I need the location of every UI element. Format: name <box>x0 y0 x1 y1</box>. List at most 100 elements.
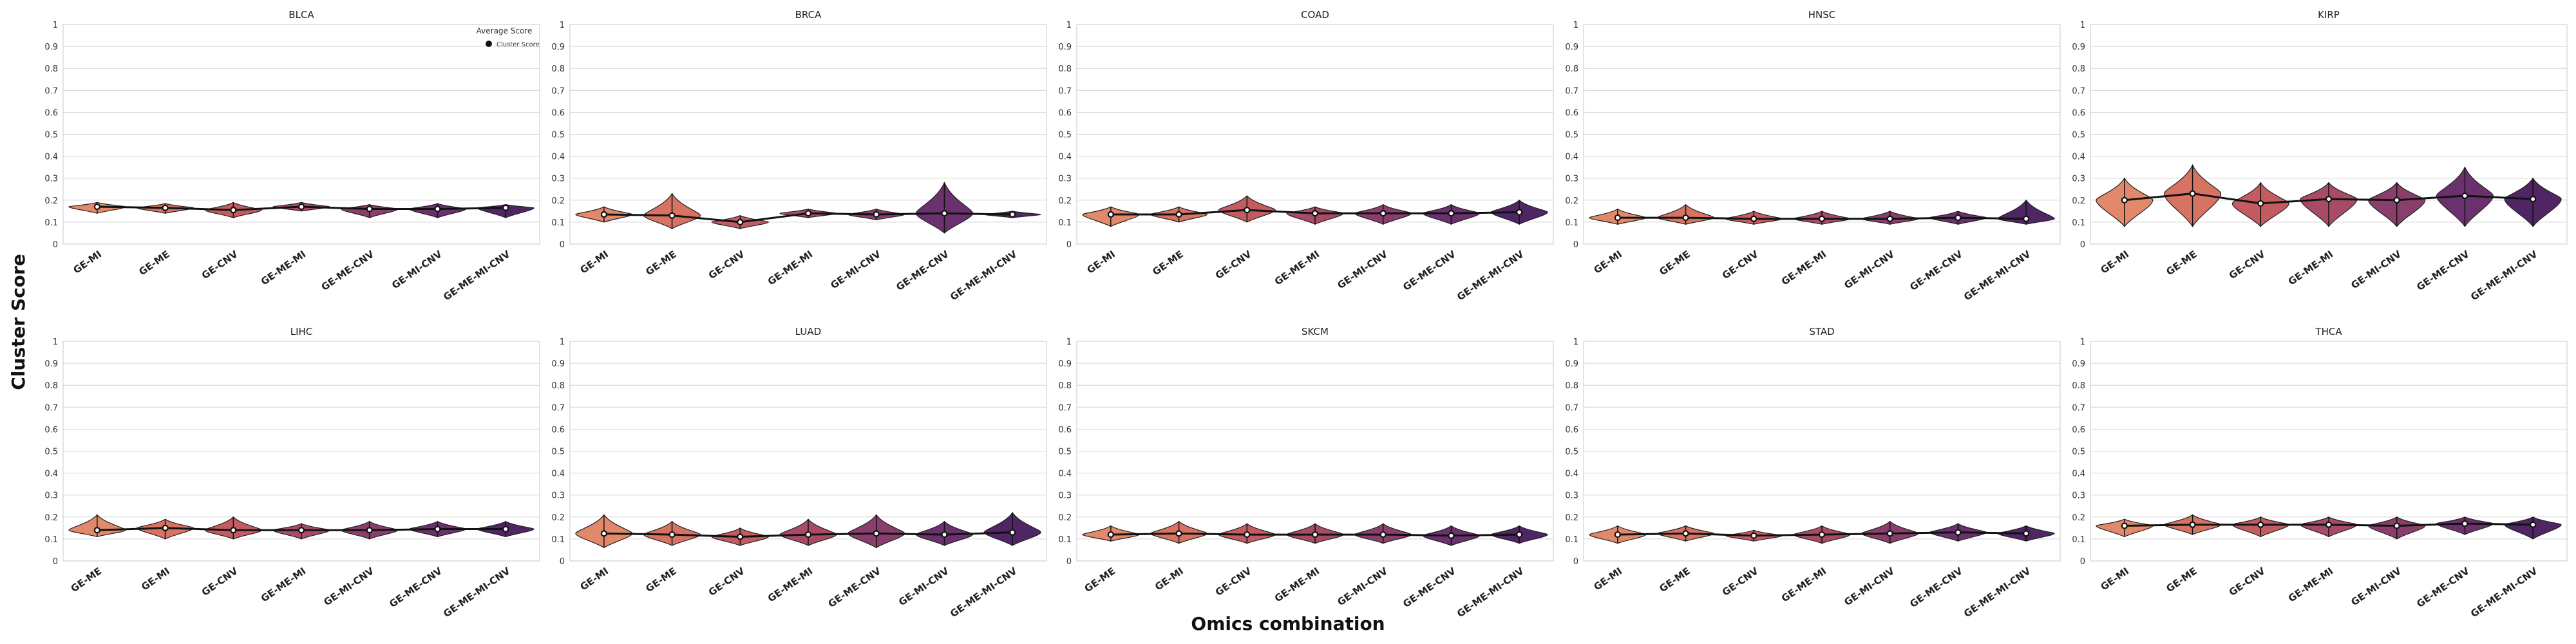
y-tick-label: 0.4 <box>1058 469 1072 479</box>
x-tick-label: GE-ME-MI <box>259 565 308 605</box>
y-tick-label: 0.6 <box>1565 108 1578 118</box>
y-tick-label: 0.7 <box>44 403 58 413</box>
mean-point <box>1244 531 1251 538</box>
x-tick-label: GE-ME-MI-CNV <box>1455 248 1526 303</box>
x-tick-label: GE-CNV <box>200 248 240 281</box>
y-tick-label: 0.8 <box>1058 64 1072 74</box>
y-tick-label: 0 <box>1066 557 1072 567</box>
x-tick-label: GE-ME <box>1083 565 1118 595</box>
figure-ylabel: Cluster Score <box>8 254 29 390</box>
y-tick-label: 0 <box>560 240 565 250</box>
y-tick-label: 0.9 <box>1565 43 1578 52</box>
mean-point <box>1682 530 1689 537</box>
legend-title: Average Score <box>477 26 533 35</box>
x-tick-label: GE-CNV <box>1720 248 1761 281</box>
x-tick-label: GE-ME-CNV <box>1908 565 1965 610</box>
y-tick-label: 0.3 <box>2072 491 2085 501</box>
y-tick-label: 0.8 <box>1565 64 1578 74</box>
y-tick-label: 0.4 <box>2072 469 2085 479</box>
x-tick-label: GE-CNV <box>706 248 747 281</box>
y-tick-label: 0.3 <box>1058 491 1072 501</box>
y-tick-label: 0.7 <box>44 86 58 96</box>
x-tick-label: GE-MI-CNV <box>2349 248 2403 291</box>
y-tick-label: 1 <box>1066 21 1072 30</box>
mean-point <box>298 527 305 534</box>
y-tick-label: 0.9 <box>2072 43 2085 52</box>
subplot-kirp: 0 0.1 0.2 0.3 0.4 0.5 0.6 0.7 0.8 0.9 1 KIRP GE-MI GE… <box>2072 9 2568 303</box>
y-tick-label: 0.8 <box>1565 381 1578 391</box>
mean-point <box>737 218 744 225</box>
y-tick-label: 0.4 <box>2072 153 2085 162</box>
y-tick-label: 0.4 <box>44 469 58 479</box>
subplot-title: KIRP <box>2318 9 2340 21</box>
mean-point <box>1516 531 1523 538</box>
mean-point <box>873 530 880 537</box>
y-tick-label: 1 <box>53 337 58 347</box>
subplot-title: HNSC <box>1808 9 1836 21</box>
y-tick-label: 0.2 <box>1058 196 1072 206</box>
x-tick-label: GE-ME-CNV <box>2414 248 2472 293</box>
legend-entry: Cluster Score <box>497 41 540 48</box>
y-tick-label: 0 <box>560 557 565 567</box>
x-tick-label: GE-CNV <box>1213 565 1254 598</box>
mean-point <box>2121 196 2128 204</box>
y-tick-label: 0.6 <box>551 425 565 435</box>
y-tick-label: 0.5 <box>1565 448 1578 457</box>
mean-point <box>1009 211 1016 218</box>
y-tick-label: 0.4 <box>1565 153 1578 162</box>
axes-frame <box>1076 341 1554 562</box>
y-tick-label: 0.3 <box>2072 175 2085 184</box>
y-tick-label: 0 <box>1573 240 1578 250</box>
y-tick-label: 0.3 <box>1058 175 1072 184</box>
subplot-luad: 0 0.1 0.2 0.3 0.4 0.5 0.6 0.7 0.8 0.9 1 LUAD GE-MI GE… <box>551 326 1047 620</box>
x-tick-label: GE-CNV <box>1720 565 1761 598</box>
y-tick-label: 0.2 <box>44 196 58 206</box>
x-tick-label: GE-ME-MI-CNV <box>948 248 1019 303</box>
y-tick-label: 0.3 <box>551 491 565 501</box>
subplot-coad: 0 0.1 0.2 0.3 0.4 0.5 0.6 0.7 0.8 0.9 1 COAD GE-MI GE… <box>1058 9 1554 303</box>
mean-point <box>2023 530 2030 537</box>
y-tick-label: 0 <box>2080 240 2085 250</box>
y-tick-label: 0 <box>2080 557 2085 567</box>
x-tick-label: GE-MI <box>578 249 611 276</box>
mean-point <box>1311 531 1319 538</box>
y-tick-label: 0.5 <box>2072 448 2085 457</box>
x-tick-label: GE-CNV <box>2227 565 2268 598</box>
x-tick-label: GE-MI <box>2098 249 2131 276</box>
y-tick-label: 0.2 <box>551 196 565 206</box>
mean-point <box>2325 195 2333 203</box>
subplot-skcm: 0 0.1 0.2 0.3 0.4 0.5 0.6 0.7 0.8 0.9 1 SKCM GE-ME GE… <box>1058 326 1554 620</box>
y-tick-label: 1 <box>560 337 565 347</box>
y-tick-label: 0.5 <box>1565 131 1578 140</box>
y-tick-label: 0.2 <box>1565 196 1578 206</box>
x-tick-label: GE-ME-MI-CNV <box>441 248 513 303</box>
y-tick-label: 0.3 <box>551 175 565 184</box>
y-tick-label: 0.2 <box>2072 513 2085 523</box>
subplot-title: COAD <box>1301 9 1329 21</box>
x-tick-label: GE-MI-CNV <box>1842 565 1897 608</box>
y-tick-label: 0.2 <box>1058 513 1072 523</box>
y-tick-label: 0.6 <box>1058 108 1072 118</box>
y-tick-label: 0.3 <box>44 491 58 501</box>
x-tick-label: GE-MI-CNV <box>390 248 444 291</box>
x-tick-label: GE-MI-CNV <box>1842 248 1897 291</box>
mean-point <box>2325 521 2333 528</box>
y-tick-label: 0 <box>53 557 58 567</box>
mean-point <box>1818 215 1826 222</box>
y-tick-label: 0.1 <box>551 218 565 228</box>
mean-point <box>298 203 305 211</box>
x-tick-label: GE-ME-CNV <box>319 248 377 293</box>
x-tick-label: GE-ME-MI <box>1779 565 1828 605</box>
x-tick-label: GE-ME <box>2164 249 2199 278</box>
legend: Average Score Cluster Score <box>477 26 540 48</box>
x-tick-label: GE-ME-MI-CNV <box>2468 248 2540 303</box>
y-tick-label: 0.1 <box>44 218 58 228</box>
subplot-thca: 0 0.1 0.2 0.3 0.4 0.5 0.6 0.7 0.8 0.9 1 THCA GE-MI GE… <box>2072 326 2568 620</box>
y-tick-label: 0.7 <box>551 403 565 413</box>
y-tick-label: 0.8 <box>44 381 58 391</box>
mean-point <box>668 531 676 538</box>
mean-point <box>1448 532 1455 539</box>
mean-point <box>1614 214 1621 222</box>
mean-point <box>941 210 948 217</box>
y-tick-label: 0.7 <box>1058 403 1072 413</box>
